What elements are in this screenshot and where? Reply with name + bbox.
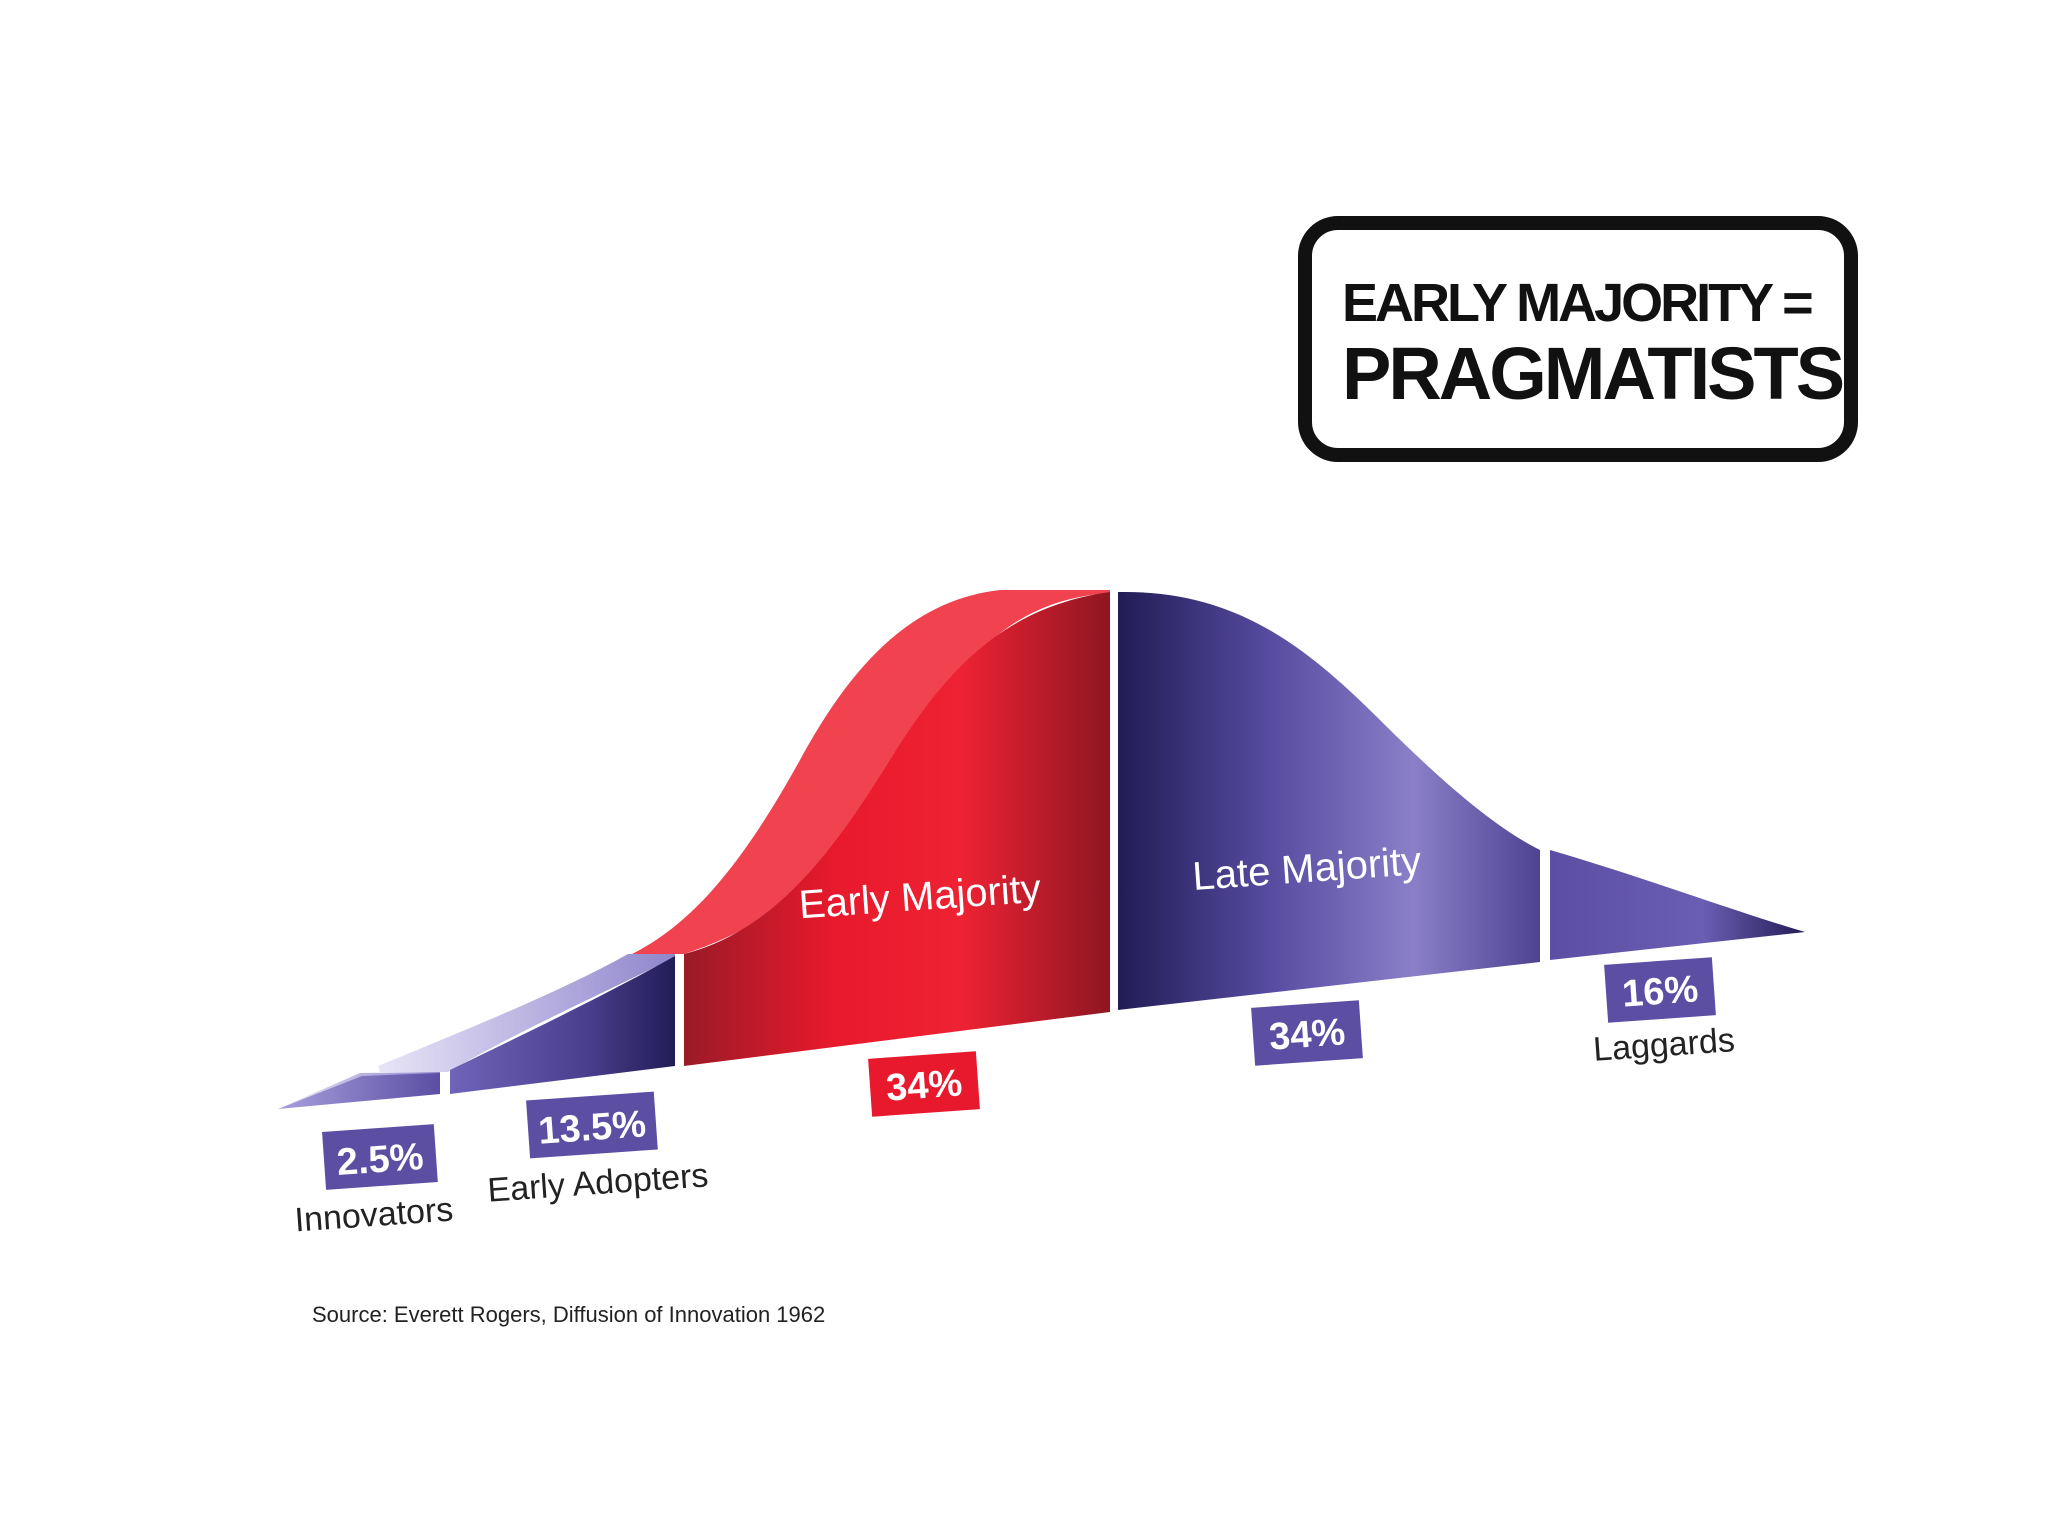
segment-innovators [278, 1073, 440, 1109]
segment-early-adopters [450, 956, 675, 1094]
segment-laggards [1550, 850, 1805, 960]
badge-innovators-bg [322, 1124, 438, 1190]
badge-early-majority: 34% [868, 1051, 980, 1117]
source-note: Source: Everett Rogers, Diffusion of Inn… [312, 1302, 826, 1327]
segment-late-majority [1118, 591, 1540, 1010]
early-majority-top-face [632, 590, 1110, 954]
label-laggards: Laggards [1592, 1021, 1736, 1069]
badge-early-adopters: 13.5% [526, 1091, 658, 1159]
badge-early-majority-value: 34% [885, 1062, 964, 1109]
badge-laggards-value: 16% [1621, 968, 1700, 1015]
label-innovators: Innovators [293, 1191, 454, 1240]
badge-laggards-bg [1604, 957, 1716, 1023]
label-early-adopters: Early Adopters [486, 1156, 709, 1209]
badge-innovators: 2.5% [322, 1124, 438, 1190]
callout-box: EARLY MAJORITY = PRAGMATISTS [1298, 216, 1858, 462]
early-adopters-top-face [378, 954, 675, 1072]
badge-late-majority-value: 34% [1268, 1011, 1347, 1058]
badge-early-adopters-value: 13.5% [537, 1103, 647, 1152]
badge-laggards: 16% [1604, 957, 1716, 1023]
callout-line-2: PRAGMATISTS [1342, 332, 1845, 415]
badge-late-majority: 34% [1251, 1000, 1363, 1066]
badge-early-adopters-bg [526, 1091, 658, 1159]
badge-late-majority-bg [1251, 1000, 1363, 1066]
badge-innovators-value: 2.5% [335, 1136, 424, 1184]
badge-early-majority-bg [868, 1051, 980, 1117]
segment-early-majority [684, 592, 1110, 1066]
callout-line-1: EARLY MAJORITY = [1342, 273, 1814, 333]
